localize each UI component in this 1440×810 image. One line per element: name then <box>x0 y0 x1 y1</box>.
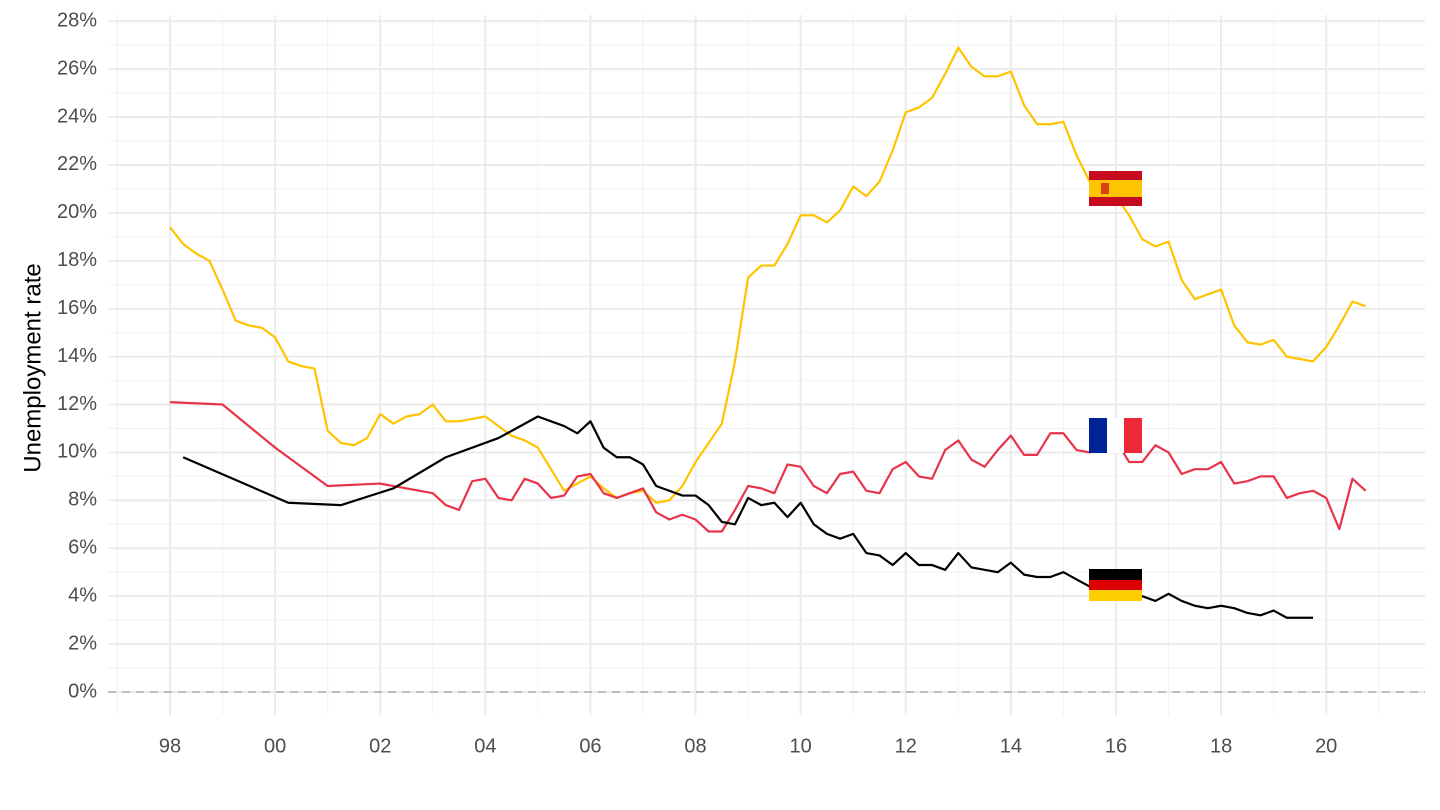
flag-stripe <box>1107 418 1124 453</box>
y-tick-label: 26% <box>57 57 97 79</box>
x-tick-label: 12 <box>895 735 917 757</box>
y-tick-label: 18% <box>57 249 97 271</box>
series-line <box>182 415 1314 619</box>
flag-stripe <box>1089 569 1142 580</box>
y-tick-label: 28% <box>57 10 97 32</box>
y-tick-label: 16% <box>57 297 97 319</box>
y-tick-label: 10% <box>57 441 97 463</box>
x-tick-label: 14 <box>1000 735 1022 757</box>
x-tick-label: 20 <box>1315 735 1337 757</box>
x-tick-label: 98 <box>159 735 181 757</box>
y-tick-label: 12% <box>57 393 97 415</box>
y-tick-label: 6% <box>68 537 97 559</box>
grid <box>108 15 1425 715</box>
x-tick-label: 02 <box>369 735 391 757</box>
flag-stripe <box>1089 180 1142 197</box>
x-tick-label: 00 <box>264 735 286 757</box>
x-tick-label: 16 <box>1105 735 1127 757</box>
flag-stripe <box>1089 580 1142 590</box>
flag-germany <box>1089 569 1142 601</box>
y-axis-label: Unemployment rate <box>19 263 46 472</box>
y-tick-label: 24% <box>57 105 97 127</box>
y-tick-label: 8% <box>68 489 97 511</box>
series-line <box>169 401 1367 533</box>
flag-stripe <box>1124 418 1142 453</box>
flag-stripe <box>1089 418 1107 453</box>
flag-stripe <box>1089 590 1142 601</box>
flag-emblem <box>1101 183 1109 194</box>
y-tick-label: 4% <box>68 584 97 606</box>
y-tick-label: 0% <box>68 680 97 702</box>
x-tick-label: 18 <box>1210 735 1232 757</box>
lines <box>169 46 1367 619</box>
flag-france <box>1089 418 1142 453</box>
y-tick-label: 22% <box>57 153 97 175</box>
flag-spain <box>1089 171 1142 206</box>
series-line <box>169 46 1366 504</box>
x-tick-label: 10 <box>790 735 812 757</box>
x-tick-label: 06 <box>579 735 601 757</box>
x-tick-label: 04 <box>474 735 496 757</box>
y-tick-label: 2% <box>68 632 97 654</box>
y-tick-label: 20% <box>57 201 97 223</box>
x-tick-label: 08 <box>684 735 706 757</box>
y-tick-label: 14% <box>57 345 97 367</box>
